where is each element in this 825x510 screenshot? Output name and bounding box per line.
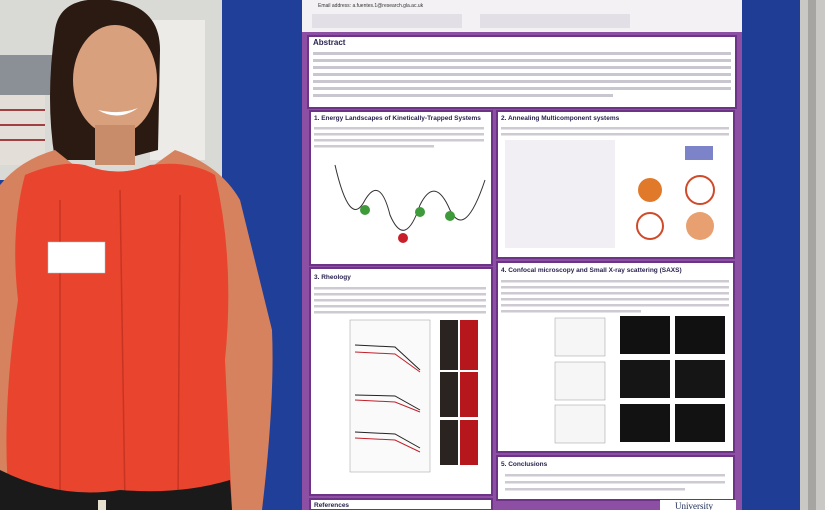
diagram-image: [685, 146, 713, 160]
abstract-text: [313, 52, 731, 97]
dark-trousers: [0, 470, 232, 510]
red-top: [6, 163, 232, 510]
vial: [460, 420, 478, 465]
shirt-stripes: [0, 109, 45, 141]
logo-box: [660, 500, 736, 510]
saxs-plot: [554, 317, 606, 357]
face: [73, 25, 157, 135]
section-title: 2. Annealing Multicomponent systems: [501, 115, 620, 122]
saxs-plot: [554, 404, 606, 444]
smile: [98, 108, 138, 116]
state-dot: [415, 207, 425, 217]
references-title: References: [314, 502, 349, 509]
plot-lines: [354, 344, 421, 453]
section-title: 4. Confocal microscopy and Small X-ray s…: [501, 267, 682, 274]
references-box: [309, 498, 493, 510]
section-text: [505, 474, 725, 491]
state-dot: [398, 233, 408, 243]
neck: [95, 125, 135, 165]
right-board: [742, 0, 800, 510]
logo: University: [675, 501, 713, 510]
abstract-title: Abstract: [313, 38, 346, 47]
left-poster-image: [0, 55, 60, 95]
section-text: [501, 127, 729, 136]
affiliation-text: [480, 14, 630, 28]
micrograph: [620, 404, 670, 442]
bracelet: [98, 500, 106, 510]
diagram-image: [505, 140, 615, 248]
pole-shadow: [808, 0, 816, 510]
section-text: [314, 127, 484, 148]
section-title: 5. Conclusions: [501, 461, 548, 468]
diagram-image: [638, 178, 662, 202]
micrograph: [675, 360, 725, 398]
micrograph: [620, 316, 670, 354]
affiliation-text: [312, 14, 462, 28]
email: Email address: a.fuentes.1@research.gla.…: [318, 3, 424, 9]
abstract-box: [307, 35, 737, 109]
diagram-image: [636, 212, 664, 240]
saxs-plot: [554, 361, 606, 401]
section-title: 1. Energy Landscapes of Kinetically-Trap…: [314, 115, 481, 122]
micrograph: [675, 404, 725, 442]
section-text: [501, 280, 729, 313]
micrograph: [620, 360, 670, 398]
vial: [440, 420, 458, 465]
vial: [460, 320, 478, 370]
vial: [440, 320, 458, 370]
section-box: [496, 455, 735, 501]
state-dot: [360, 205, 370, 215]
name-badge: [47, 241, 106, 274]
person-shirt: [0, 95, 45, 165]
vial: [460, 372, 478, 417]
micrograph: [675, 316, 725, 354]
diagram-image: [685, 175, 715, 205]
section-text: [314, 287, 486, 314]
state-dot: [445, 211, 455, 221]
vial: [440, 372, 458, 417]
section-title: 3. Rheology: [314, 274, 351, 281]
diagram-image: [686, 212, 714, 240]
